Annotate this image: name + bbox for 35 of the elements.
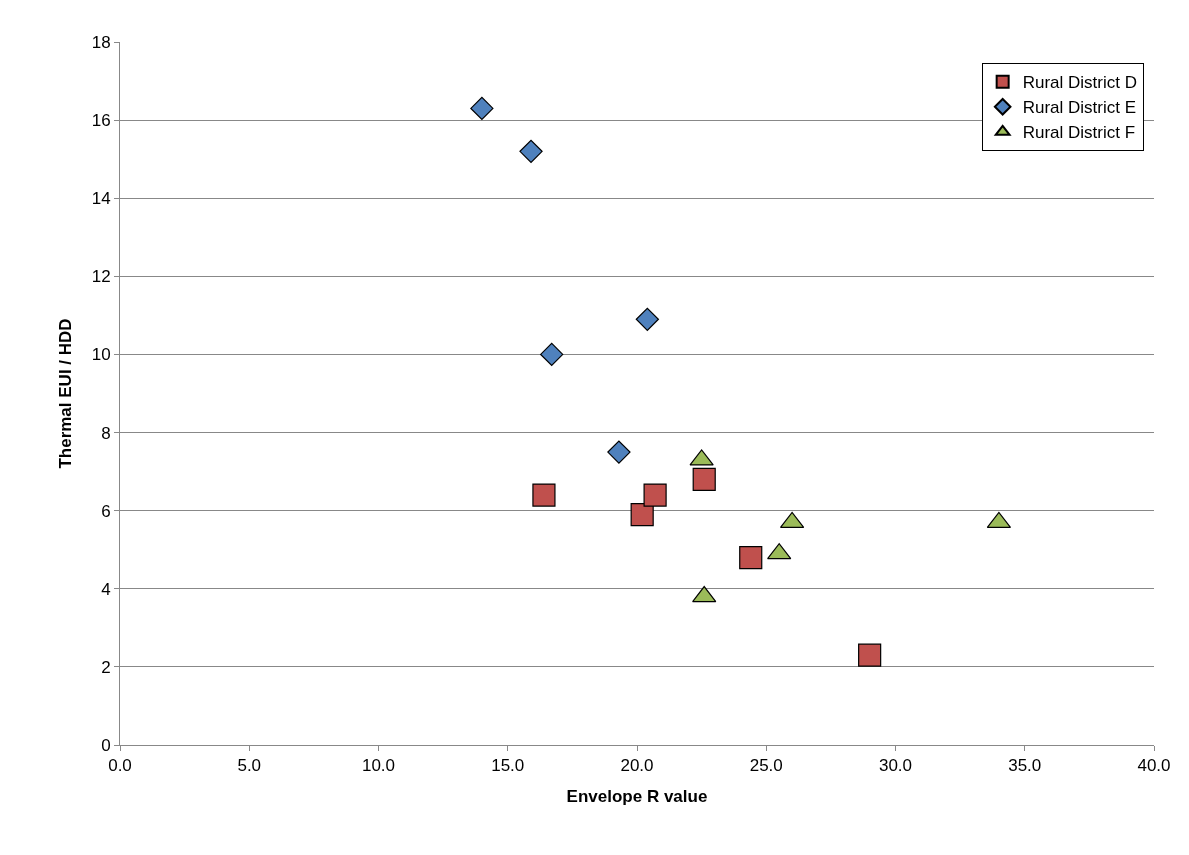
point <box>643 483 667 507</box>
point <box>692 467 716 492</box>
y-tick-label: 10 <box>91 345 111 365</box>
x-tick-label: 0.0 <box>108 756 132 776</box>
point <box>630 502 654 527</box>
point <box>540 342 564 367</box>
point <box>470 96 494 121</box>
legend-label: Rural District D <box>1022 73 1137 93</box>
y-tick-label: 14 <box>91 189 111 209</box>
x-tick-label: 20.0 <box>620 756 654 776</box>
x-axis-title: Envelope R value <box>566 786 708 806</box>
y-tick-label: 6 <box>101 501 111 521</box>
point <box>519 139 543 164</box>
point <box>532 483 556 507</box>
x-tick-label: 15.0 <box>491 756 525 776</box>
x-tick-label: 35.0 <box>1008 756 1042 776</box>
legend-label: Rural District E <box>1022 98 1137 118</box>
y-tick-label: 4 <box>101 579 111 599</box>
x-tick-label: 30.0 <box>878 756 913 776</box>
y-tick-label: 12 <box>91 267 111 287</box>
y-tick-label: 18 <box>91 32 111 52</box>
point <box>607 440 631 464</box>
y-tick-label: 2 <box>101 657 111 677</box>
x-tick-label: 10.0 <box>361 756 396 776</box>
y-tick-label: 0 <box>101 735 111 755</box>
y-tick-label: 8 <box>101 423 111 443</box>
point <box>739 545 763 570</box>
point <box>858 643 882 667</box>
x-tick-label: 5.0 <box>237 756 262 776</box>
legend-label: Rural District F <box>1022 123 1136 143</box>
x-tick-label: 40.0 <box>1137 756 1171 776</box>
y-tick-label: 16 <box>91 111 111 131</box>
y-axis-title: Thermal EUI / HDD <box>56 318 76 469</box>
x-tick-label: 25.0 <box>749 756 783 776</box>
point <box>635 307 659 331</box>
